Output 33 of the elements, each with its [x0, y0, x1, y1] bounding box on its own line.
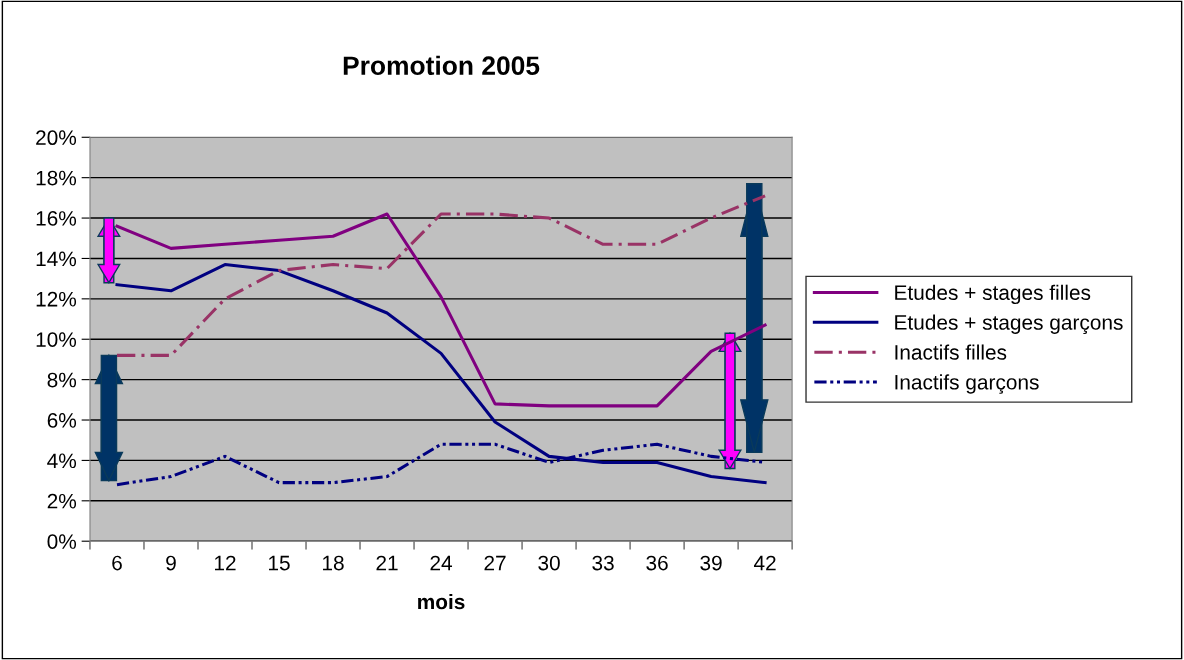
x-tick-label: 39 — [700, 555, 722, 571]
y-tick-label: 12% — [36, 291, 77, 307]
x-tick-label: 27 — [484, 555, 506, 571]
chart-title: Promotion 2005 — [343, 55, 540, 76]
y-tick-label: 6% — [47, 413, 77, 428]
x-tick-label: 33 — [592, 555, 614, 571]
y-tick-label: 18% — [36, 170, 77, 186]
y-tick-label: 10% — [36, 332, 77, 347]
x-tick-label: 9 — [166, 555, 176, 571]
x-tick-label: 36 — [646, 555, 668, 571]
y-tick-label: 2% — [47, 493, 77, 509]
x-tick-label: 30 — [538, 555, 560, 571]
legend-label: Inactifs filles — [895, 344, 1007, 360]
x-tick-label: 18 — [323, 555, 344, 571]
x-tick-label: 12 — [215, 555, 236, 571]
line-series — [115, 194, 767, 357]
x-tick-label: 24 — [430, 555, 453, 571]
y-tick-label: 8% — [47, 372, 77, 388]
x-axis-title: mois — [418, 593, 465, 610]
y-tick-label: 0% — [47, 534, 77, 549]
line-series — [115, 262, 767, 485]
y-tick-label: 16% — [36, 211, 77, 226]
y-tick-label: 4% — [47, 453, 77, 469]
legend-label: Inactifs garçons — [895, 374, 1039, 394]
line-series — [115, 212, 767, 408]
x-tick-label: 6 — [112, 555, 122, 571]
x-tick-label: 15 — [269, 555, 290, 571]
legend-label: Etudes + stages garçons — [895, 314, 1123, 335]
y-tick-label: 20% — [36, 130, 77, 146]
x-tick-label: 42 — [753, 555, 776, 571]
y-tick-label: 14% — [36, 251, 77, 267]
x-tick-label: 21 — [376, 555, 398, 571]
legend-label: Etudes + stages filles — [895, 284, 1091, 305]
